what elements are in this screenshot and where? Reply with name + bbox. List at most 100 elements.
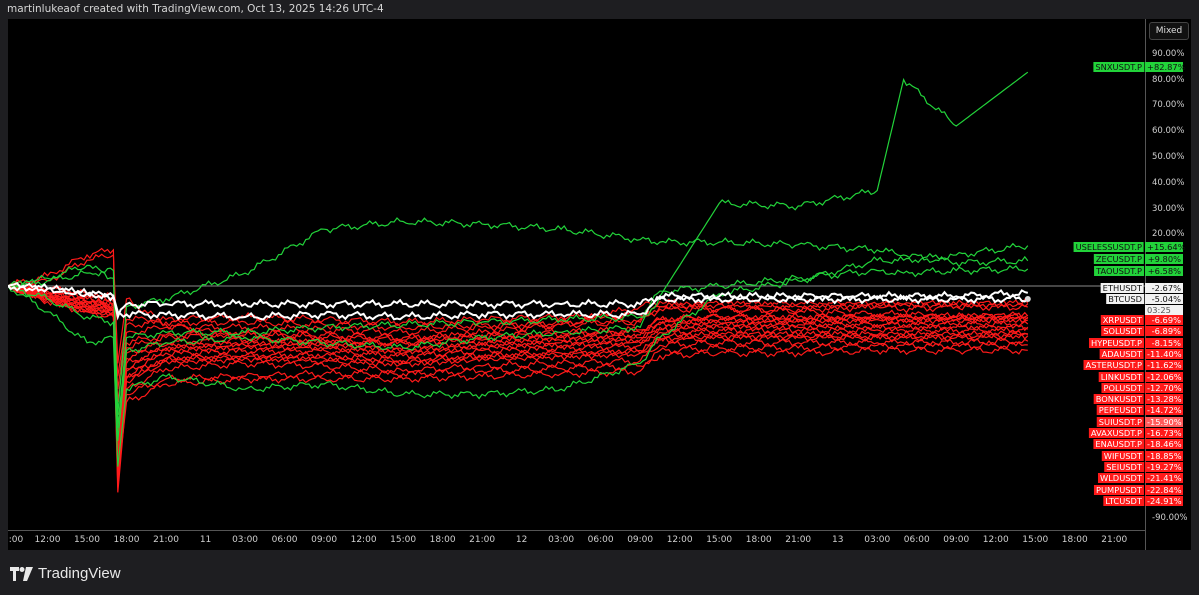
series-name: PUMPUSDT xyxy=(1093,484,1144,495)
series-line-seiusdt[interactable] xyxy=(8,285,1029,477)
x-tick-label: 21:00 xyxy=(153,535,179,545)
series-last-value: -6.69% xyxy=(1145,315,1183,325)
x-tick-label: 06:00 xyxy=(271,535,298,545)
series-name: AVAXUSDT.P xyxy=(1088,428,1144,438)
series-name: XRPUSDT xyxy=(1100,315,1144,325)
series-line-btcusd[interactable] xyxy=(8,282,1029,321)
x-tick-label: 15:00 xyxy=(74,535,100,545)
series-name: ASTERUSDT.P xyxy=(1083,360,1144,371)
series-line-adausdt[interactable] xyxy=(8,285,1029,428)
x-tick-label: 21:00 xyxy=(469,535,496,545)
series-last-value: -21.41% xyxy=(1145,473,1183,484)
series-line-zecusdt-p[interactable] xyxy=(8,217,1029,416)
tradingview-logo[interactable]: TradingView xyxy=(10,565,121,582)
series-line-wifusdt[interactable] xyxy=(8,284,1029,475)
series-line-avaxusdt-p[interactable] xyxy=(8,283,1029,467)
series-name: PEPEUSDT xyxy=(1096,405,1144,416)
y-tick-label: 40.00% xyxy=(1152,177,1185,188)
chart-panel[interactable]: 90.00% 80.00% 70.00% 60.00% 50.00% 40.00% 30.0… xyxy=(8,19,1191,550)
series-line-ethusdt[interactable] xyxy=(8,282,1029,321)
series-last-value: -14.72% xyxy=(1145,405,1183,416)
series-line-solusdt[interactable] xyxy=(8,283,1029,377)
series-line-pumpusdt[interactable] xyxy=(8,285,1028,493)
series-name: LTCUSDT xyxy=(1103,495,1144,506)
x-tick-label: 06:00 xyxy=(587,535,614,545)
series-line-asterusdt-p[interactable] xyxy=(8,253,1029,364)
series-last-value: -8.15% xyxy=(1145,337,1183,348)
y-tick-label: 70.00% xyxy=(1152,100,1185,111)
x-tick-label: 21:00 xyxy=(1101,535,1128,545)
series-last-value: +9.80% xyxy=(1145,254,1183,264)
x-tick-label: :00 xyxy=(8,535,24,545)
series-last-value: -16.73% xyxy=(1145,428,1183,438)
series-line-polusdt[interactable] xyxy=(8,283,1029,441)
plot-area[interactable] xyxy=(8,19,1145,530)
series-line-taousdt-p[interactable] xyxy=(8,265,1029,428)
y-tick-label: 60.00% xyxy=(1152,126,1185,137)
series-name: TAOUSDT.P xyxy=(1094,266,1144,276)
x-tick-label: 12:00 xyxy=(350,535,377,545)
x-tick-label: 11 xyxy=(199,535,212,545)
series-line-snxusdt-p[interactable] xyxy=(8,71,1029,441)
y-tick-label: 30.00% xyxy=(1152,203,1185,214)
tradingview-logo-icon xyxy=(10,566,33,581)
y-tick-label: -90.00% xyxy=(1152,513,1188,524)
series-last-value: -12.06% xyxy=(1145,371,1183,382)
series-last-value: -2.67% xyxy=(1145,283,1183,293)
series-last-value: -22.84% xyxy=(1145,484,1183,495)
x-tick-label: 18:00 xyxy=(429,535,456,545)
series-last-value: -15.90% xyxy=(1145,416,1183,427)
series-last-value: -18.46% xyxy=(1145,439,1183,450)
x-tick-label: 18:00 xyxy=(113,535,140,545)
y-tick-label: 50.00% xyxy=(1152,152,1185,162)
time-axis[interactable]: :00 12:00 15:00 18:00 21:00 11 03:00 06:00 09:00… xyxy=(8,530,1145,551)
y-tick-label: 90.00% xyxy=(1152,48,1185,59)
x-tick-label: 06:00 xyxy=(903,535,930,545)
series-name: ENAUSDT.P xyxy=(1093,439,1144,450)
x-tick-label: 13 xyxy=(831,535,844,545)
x-tick-label: 12 xyxy=(515,535,528,545)
y-tick-label: 20.00% xyxy=(1152,229,1185,240)
series-last-value: -5.04% xyxy=(1145,294,1183,304)
x-tick-label: 12:00 xyxy=(666,535,693,545)
series-name: ZECUSDT.P xyxy=(1093,254,1144,264)
series-last-value: -13.28% xyxy=(1145,394,1183,405)
x-tick-label: 12:00 xyxy=(982,535,1009,545)
series-last-value: -18.85% xyxy=(1145,450,1183,461)
series-last-value: -11.62% xyxy=(1145,360,1183,371)
series-last-value: -11.40% xyxy=(1145,348,1183,359)
series-last-value: -6.89% xyxy=(1145,326,1183,337)
series-last-value: +82.87% xyxy=(1145,62,1186,72)
scale-mode-button[interactable]: Mixed xyxy=(1149,22,1189,40)
series-last-value: +15.64% xyxy=(1145,242,1186,252)
countdown-value: 03:25 xyxy=(1145,305,1183,315)
series-name: LINKUSDT xyxy=(1098,371,1144,382)
x-tick-label: 15:00 xyxy=(1022,535,1049,545)
series-name: SNXUSDT.P xyxy=(1093,62,1144,72)
x-tick-label: 18:00 xyxy=(745,535,772,545)
x-tick-label: 12:00 xyxy=(34,535,61,545)
series-last-value: +6.58% xyxy=(1145,266,1183,276)
series-line-uselessusdt-p[interactable] xyxy=(8,242,1029,467)
x-tick-label: 09:00 xyxy=(311,535,338,545)
series-name: SEIUSDT xyxy=(1104,461,1144,472)
series-name: POLUSDT xyxy=(1101,382,1144,393)
series-name: WIFUSDT xyxy=(1101,450,1144,461)
x-tick-label: 03:00 xyxy=(548,535,575,545)
series-line-enausdt-p[interactable] xyxy=(8,285,1028,472)
x-tick-label: 18:00 xyxy=(1061,535,1088,545)
chart-header: martinlukeaof created with TradingView.c… xyxy=(7,3,384,15)
series-name: USELESSUSDT.P xyxy=(1073,242,1144,252)
x-tick-label: 09:00 xyxy=(627,535,654,545)
series-name: SUIUSDT.P xyxy=(1096,416,1144,427)
series-last-value: -19.27% xyxy=(1145,461,1183,472)
x-tick-label: 15:00 xyxy=(706,535,733,545)
series-last-value: -12.70% xyxy=(1145,382,1183,393)
series-last-value: -24.91% xyxy=(1145,495,1183,506)
series-name: WLDUSDT xyxy=(1097,473,1144,484)
brand-name: TradingView xyxy=(38,565,121,582)
x-tick-label: 15:00 xyxy=(390,535,417,545)
series-name: ETHUSDT xyxy=(1100,283,1144,293)
y-tick-label: 80.00% xyxy=(1152,74,1185,85)
series-name: ADAUSDT xyxy=(1099,348,1144,359)
